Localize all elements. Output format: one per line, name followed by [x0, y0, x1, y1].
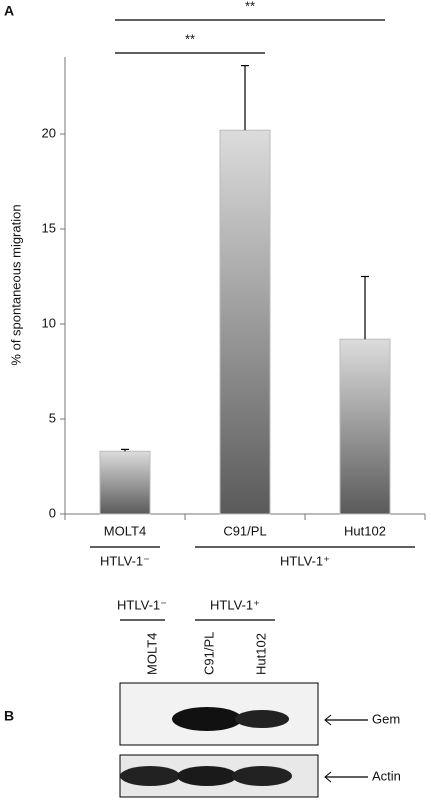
- band-label: Actin: [372, 768, 401, 783]
- band: [235, 710, 289, 728]
- lane-label: Hut102: [253, 633, 268, 675]
- y-tick-label: 5: [49, 410, 56, 425]
- y-tick-label: 0: [49, 505, 56, 520]
- arrow-head: [324, 771, 332, 783]
- band: [177, 766, 237, 786]
- y-axis-label: % of spontaneous migration: [8, 204, 23, 365]
- y-tick-label: 10: [42, 315, 56, 330]
- lane-label: MOLT4: [144, 633, 159, 675]
- x-tick-label: C91/PL: [223, 523, 266, 538]
- significance-label: **: [185, 31, 195, 46]
- band: [120, 766, 180, 786]
- band-label: Gem: [372, 711, 400, 726]
- significance-label: **: [245, 0, 255, 13]
- y-tick-label: 20: [42, 125, 56, 140]
- band: [232, 766, 292, 786]
- bar: [339, 338, 391, 515]
- lane-label: C91/PL: [201, 632, 216, 675]
- bar: [219, 129, 271, 515]
- group-label: HTLV-1⁺: [280, 553, 330, 568]
- blot-group: HTLV-1⁺: [210, 597, 260, 612]
- group-label: HTLV-1⁻: [100, 553, 150, 568]
- arrow-head: [324, 714, 332, 726]
- x-tick-label: MOLT4: [104, 523, 146, 538]
- x-tick-label: Hut102: [344, 523, 386, 538]
- bar: [99, 450, 151, 515]
- panel-label: B: [4, 708, 14, 724]
- blot-group: HTLV-1⁻: [117, 597, 167, 612]
- y-tick-label: 15: [42, 220, 56, 235]
- band: [172, 707, 242, 731]
- panel-label: A: [4, 3, 14, 19]
